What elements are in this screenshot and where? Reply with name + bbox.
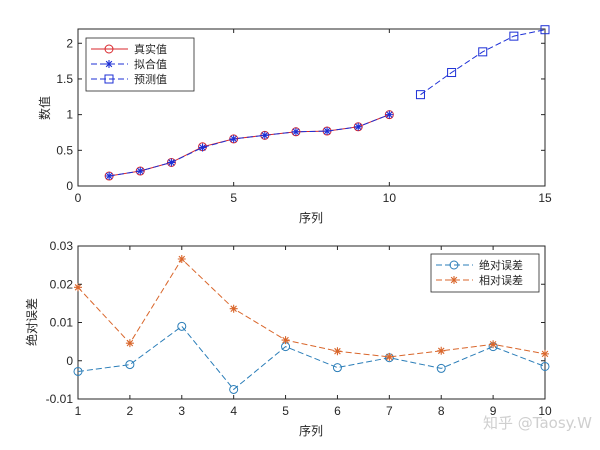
series-1-point-0 xyxy=(105,172,114,181)
legend-label: 相对误差 xyxy=(479,273,523,287)
series-0-point-9 xyxy=(540,361,550,371)
series-1-point-6 xyxy=(291,127,300,136)
legend-marker xyxy=(449,260,459,270)
series-1-point-2 xyxy=(167,158,176,167)
x-tick-label: 9 xyxy=(490,404,497,418)
series-1-point-9 xyxy=(541,349,549,358)
series-0-point-7 xyxy=(436,363,446,373)
x-tick-label: 2 xyxy=(127,404,134,418)
legend-label: 预测值 xyxy=(134,73,167,86)
series-2-point-1 xyxy=(447,68,457,78)
x-tick-label: 8 xyxy=(438,404,445,418)
series-1-point-9 xyxy=(385,110,394,119)
x-tick-label: 7 xyxy=(386,404,393,418)
series-1-point-8 xyxy=(489,340,498,349)
series-1-point-1 xyxy=(125,339,134,348)
legend-marker xyxy=(104,74,114,84)
series-1-point-2 xyxy=(177,255,186,264)
series-0-point-3 xyxy=(229,384,239,394)
x-tick-label: 10 xyxy=(383,191,397,205)
series-0-point-2 xyxy=(177,321,187,331)
legend-marker xyxy=(105,60,113,68)
y-tick-label: 0.03 xyxy=(50,239,74,253)
series-1-point-1 xyxy=(136,167,145,176)
series-1-point-5 xyxy=(333,347,342,356)
legend-label: 绝对误差 xyxy=(479,258,523,272)
series-0-point-1 xyxy=(125,360,135,370)
legend-label: 真实值 xyxy=(134,42,167,56)
y-tick-label: 0.02 xyxy=(50,277,74,291)
y-tick-label: 0 xyxy=(66,354,73,368)
series-2-point-2 xyxy=(478,47,488,57)
series-1-point-5 xyxy=(260,131,269,140)
series-1-point-7 xyxy=(323,127,332,136)
x-tick-label: 4 xyxy=(230,404,237,418)
series-1-point-3 xyxy=(198,143,207,152)
series-line-2 xyxy=(420,29,546,96)
top-x-axis-label: 序列 xyxy=(299,210,323,225)
legend-marker xyxy=(450,276,458,284)
y-tick-label: 1.5 xyxy=(56,72,73,86)
series-2-point-0 xyxy=(415,90,425,100)
series-1-point-7 xyxy=(437,346,446,355)
top-y-axis-label: 数值 xyxy=(37,96,52,120)
series-1-point-8 xyxy=(354,122,363,131)
x-tick-label: 0 xyxy=(75,191,82,205)
bottom-y-axis-label: 绝对误差 xyxy=(24,298,39,346)
y-tick-label: 0.01 xyxy=(50,316,74,330)
series-line-1 xyxy=(77,258,546,358)
series-1-point-6 xyxy=(385,352,394,361)
legend-marker xyxy=(104,44,114,54)
x-tick-label: 5 xyxy=(230,191,237,205)
series-0-point-5 xyxy=(332,363,342,373)
y-tick-label: 2 xyxy=(66,36,73,50)
x-tick-label: 10 xyxy=(538,404,552,418)
series-2-point-4 xyxy=(540,25,550,35)
y-tick-label: 0 xyxy=(66,179,73,193)
watermark: 知乎 @Taosy.W xyxy=(483,414,592,432)
bottom-chart: 1 2 3 4 5 6 7 8 9 10 -0.01 0 0.01 0.02 0.03 序列 绝对误差 绝对… xyxy=(24,239,552,438)
series-1-point-4 xyxy=(281,336,290,345)
x-tick-label: 15 xyxy=(538,191,552,205)
y-tick-label: -0.01 xyxy=(46,392,74,406)
series-line-1 xyxy=(109,114,390,177)
series-1-point-3 xyxy=(229,304,238,313)
legend-box xyxy=(430,253,540,293)
bottom-x-axis-label: 序列 xyxy=(299,423,323,438)
series-1-point-0 xyxy=(74,283,82,292)
x-tick-label: 3 xyxy=(178,404,185,418)
x-tick-label: 5 xyxy=(282,404,289,418)
legend-label: 拟合值 xyxy=(134,57,167,71)
series-2-point-3 xyxy=(509,31,519,41)
series-0-point-0 xyxy=(73,366,83,376)
series-line-0 xyxy=(77,325,546,391)
series-1-point-4 xyxy=(229,134,238,143)
x-tick-label: 1 xyxy=(75,404,82,418)
y-tick-label: 0.5 xyxy=(56,143,73,157)
x-tick-label: 6 xyxy=(334,404,341,418)
y-tick-label: 1 xyxy=(66,108,73,122)
